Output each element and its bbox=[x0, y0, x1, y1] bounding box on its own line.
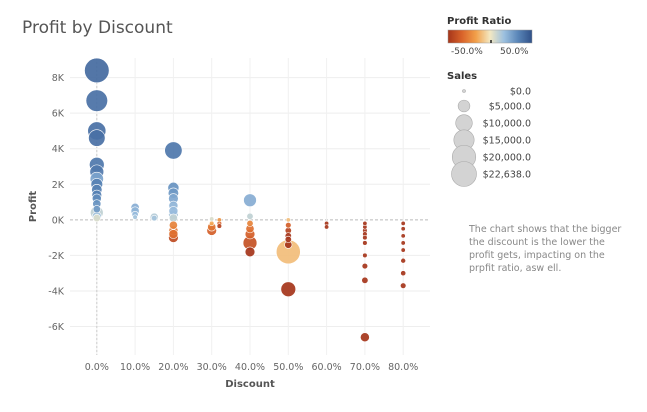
data-point bbox=[400, 257, 406, 264]
size-legend-label: $15,000.0 bbox=[483, 136, 531, 147]
chart-title: Profit by Discount bbox=[22, 18, 173, 38]
y-tick-label: -2K bbox=[48, 251, 64, 262]
y-axis-title: Profit bbox=[28, 191, 39, 223]
data-point bbox=[362, 252, 368, 259]
x-tick-label: 0.0% bbox=[85, 362, 109, 373]
data-point bbox=[361, 276, 369, 284]
data-point bbox=[85, 89, 108, 112]
y-tick-label: 8K bbox=[52, 73, 65, 84]
data-point bbox=[246, 219, 254, 227]
size-legend: $0.0 $5,000.0 $10,000.0 $15,000.0 $20,000.0 $… bbox=[451, 87, 531, 187]
data-point bbox=[84, 57, 110, 84]
data-point bbox=[285, 221, 292, 229]
x-tick-label: 10.0% bbox=[120, 362, 150, 373]
data-point bbox=[280, 281, 297, 297]
x-tick-label: 30.0% bbox=[197, 362, 227, 373]
data-point bbox=[400, 240, 406, 246]
y-tick-label: 4K bbox=[52, 144, 65, 155]
data-point bbox=[400, 220, 406, 226]
size-legend-circle bbox=[451, 161, 477, 187]
color-legend-bar bbox=[447, 29, 533, 44]
size-legend-label: $10,000.0 bbox=[483, 119, 531, 130]
color-legend-max: 50.0% bbox=[500, 47, 529, 57]
data-points bbox=[84, 57, 407, 343]
data-point bbox=[285, 217, 291, 223]
data-point bbox=[168, 229, 179, 239]
data-point bbox=[88, 129, 106, 147]
data-point bbox=[132, 214, 138, 220]
data-point bbox=[324, 224, 330, 230]
x-tick-label: 50.0% bbox=[273, 362, 303, 373]
data-point bbox=[360, 332, 370, 343]
data-point bbox=[284, 235, 292, 243]
data-point bbox=[209, 216, 215, 222]
data-point bbox=[216, 217, 222, 223]
y-tick-label: 2K bbox=[52, 180, 65, 191]
x-tick-label: 60.0% bbox=[312, 362, 342, 373]
data-point bbox=[151, 214, 158, 222]
data-point bbox=[400, 270, 407, 277]
data-point bbox=[400, 247, 406, 253]
x-tick-label: 80.0% bbox=[388, 362, 418, 373]
data-point bbox=[92, 205, 101, 214]
y-tick-label: 0K bbox=[52, 215, 65, 226]
data-point bbox=[164, 141, 183, 160]
x-tick-label: 70.0% bbox=[350, 362, 380, 373]
data-point bbox=[246, 212, 254, 220]
color-legend-min: -50.0% bbox=[451, 47, 483, 57]
size-legend-label: $20,000.0 bbox=[483, 153, 531, 164]
data-point bbox=[362, 220, 368, 226]
x-tick-label: 40.0% bbox=[235, 362, 265, 373]
data-point bbox=[400, 282, 407, 289]
annotation-note: The chart shows that the bigger the disc… bbox=[469, 224, 622, 274]
data-point bbox=[243, 193, 257, 208]
data-point bbox=[362, 234, 368, 241]
size-legend-circle bbox=[462, 89, 466, 93]
data-point bbox=[362, 240, 368, 246]
axes: 8K 6K 4K 2K 0K -2K -4K -6K 0.0% 10.0% 20.0% 30.0% 40… bbox=[28, 73, 418, 390]
size-legend-label: $0.0 bbox=[510, 87, 531, 98]
size-legend-label: $22,638.0 bbox=[483, 170, 531, 181]
data-point bbox=[361, 262, 369, 270]
data-point bbox=[216, 223, 223, 229]
data-point bbox=[400, 226, 406, 232]
size-legend-title: Sales bbox=[447, 71, 478, 82]
y-tick-label: -4K bbox=[48, 286, 64, 297]
data-point bbox=[92, 214, 101, 223]
data-point bbox=[244, 246, 256, 258]
y-tick-label: -6K bbox=[48, 322, 64, 333]
data-point bbox=[400, 233, 406, 239]
data-point bbox=[168, 220, 178, 230]
size-legend-circle bbox=[457, 99, 471, 113]
y-tick-label: 6K bbox=[52, 109, 65, 120]
x-tick-label: 20.0% bbox=[158, 362, 188, 373]
data-point bbox=[209, 220, 215, 227]
x-axis-title: Discount bbox=[225, 379, 275, 390]
size-legend-label: $5,000.0 bbox=[489, 102, 531, 113]
size-legend-circle bbox=[455, 114, 473, 132]
color-legend-title: Profit Ratio bbox=[447, 16, 512, 27]
